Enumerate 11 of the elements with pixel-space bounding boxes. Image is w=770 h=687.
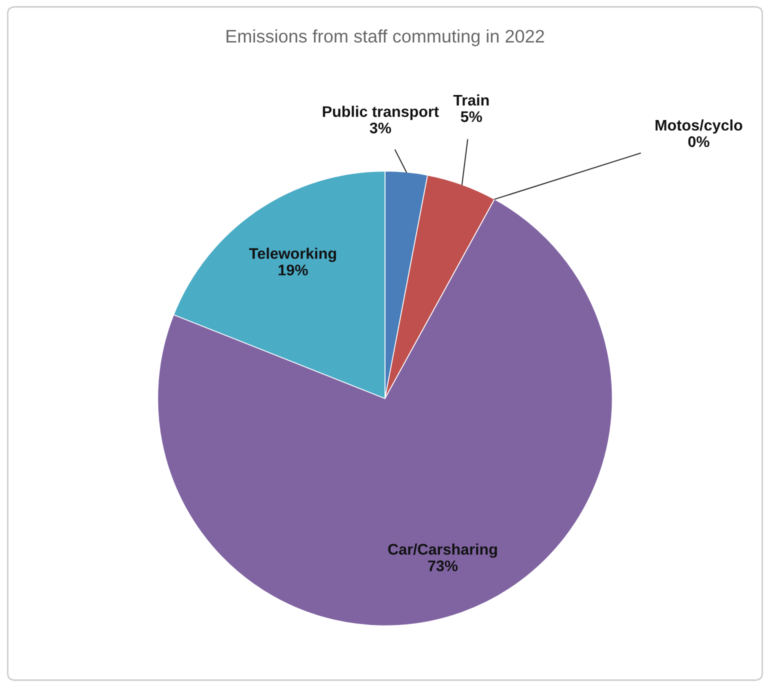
data-label: 5%: [460, 111, 482, 122]
slice-label: Teleworking: [249, 248, 336, 262]
category-label: Motos/cyclo: [656, 119, 742, 134]
data-label: 19%: [278, 264, 308, 276]
slice-label: Car/Carsharing: [388, 544, 497, 558]
slice-label: Public transport: [322, 106, 439, 120]
data-label: 3%: [370, 122, 392, 134]
slice-label: Train: [453, 94, 489, 106]
data-label: 73%: [428, 560, 458, 572]
chart-title: Emissions from staff commuting in 2022: [226, 29, 544, 46]
text: 0%: [688, 136, 710, 148]
